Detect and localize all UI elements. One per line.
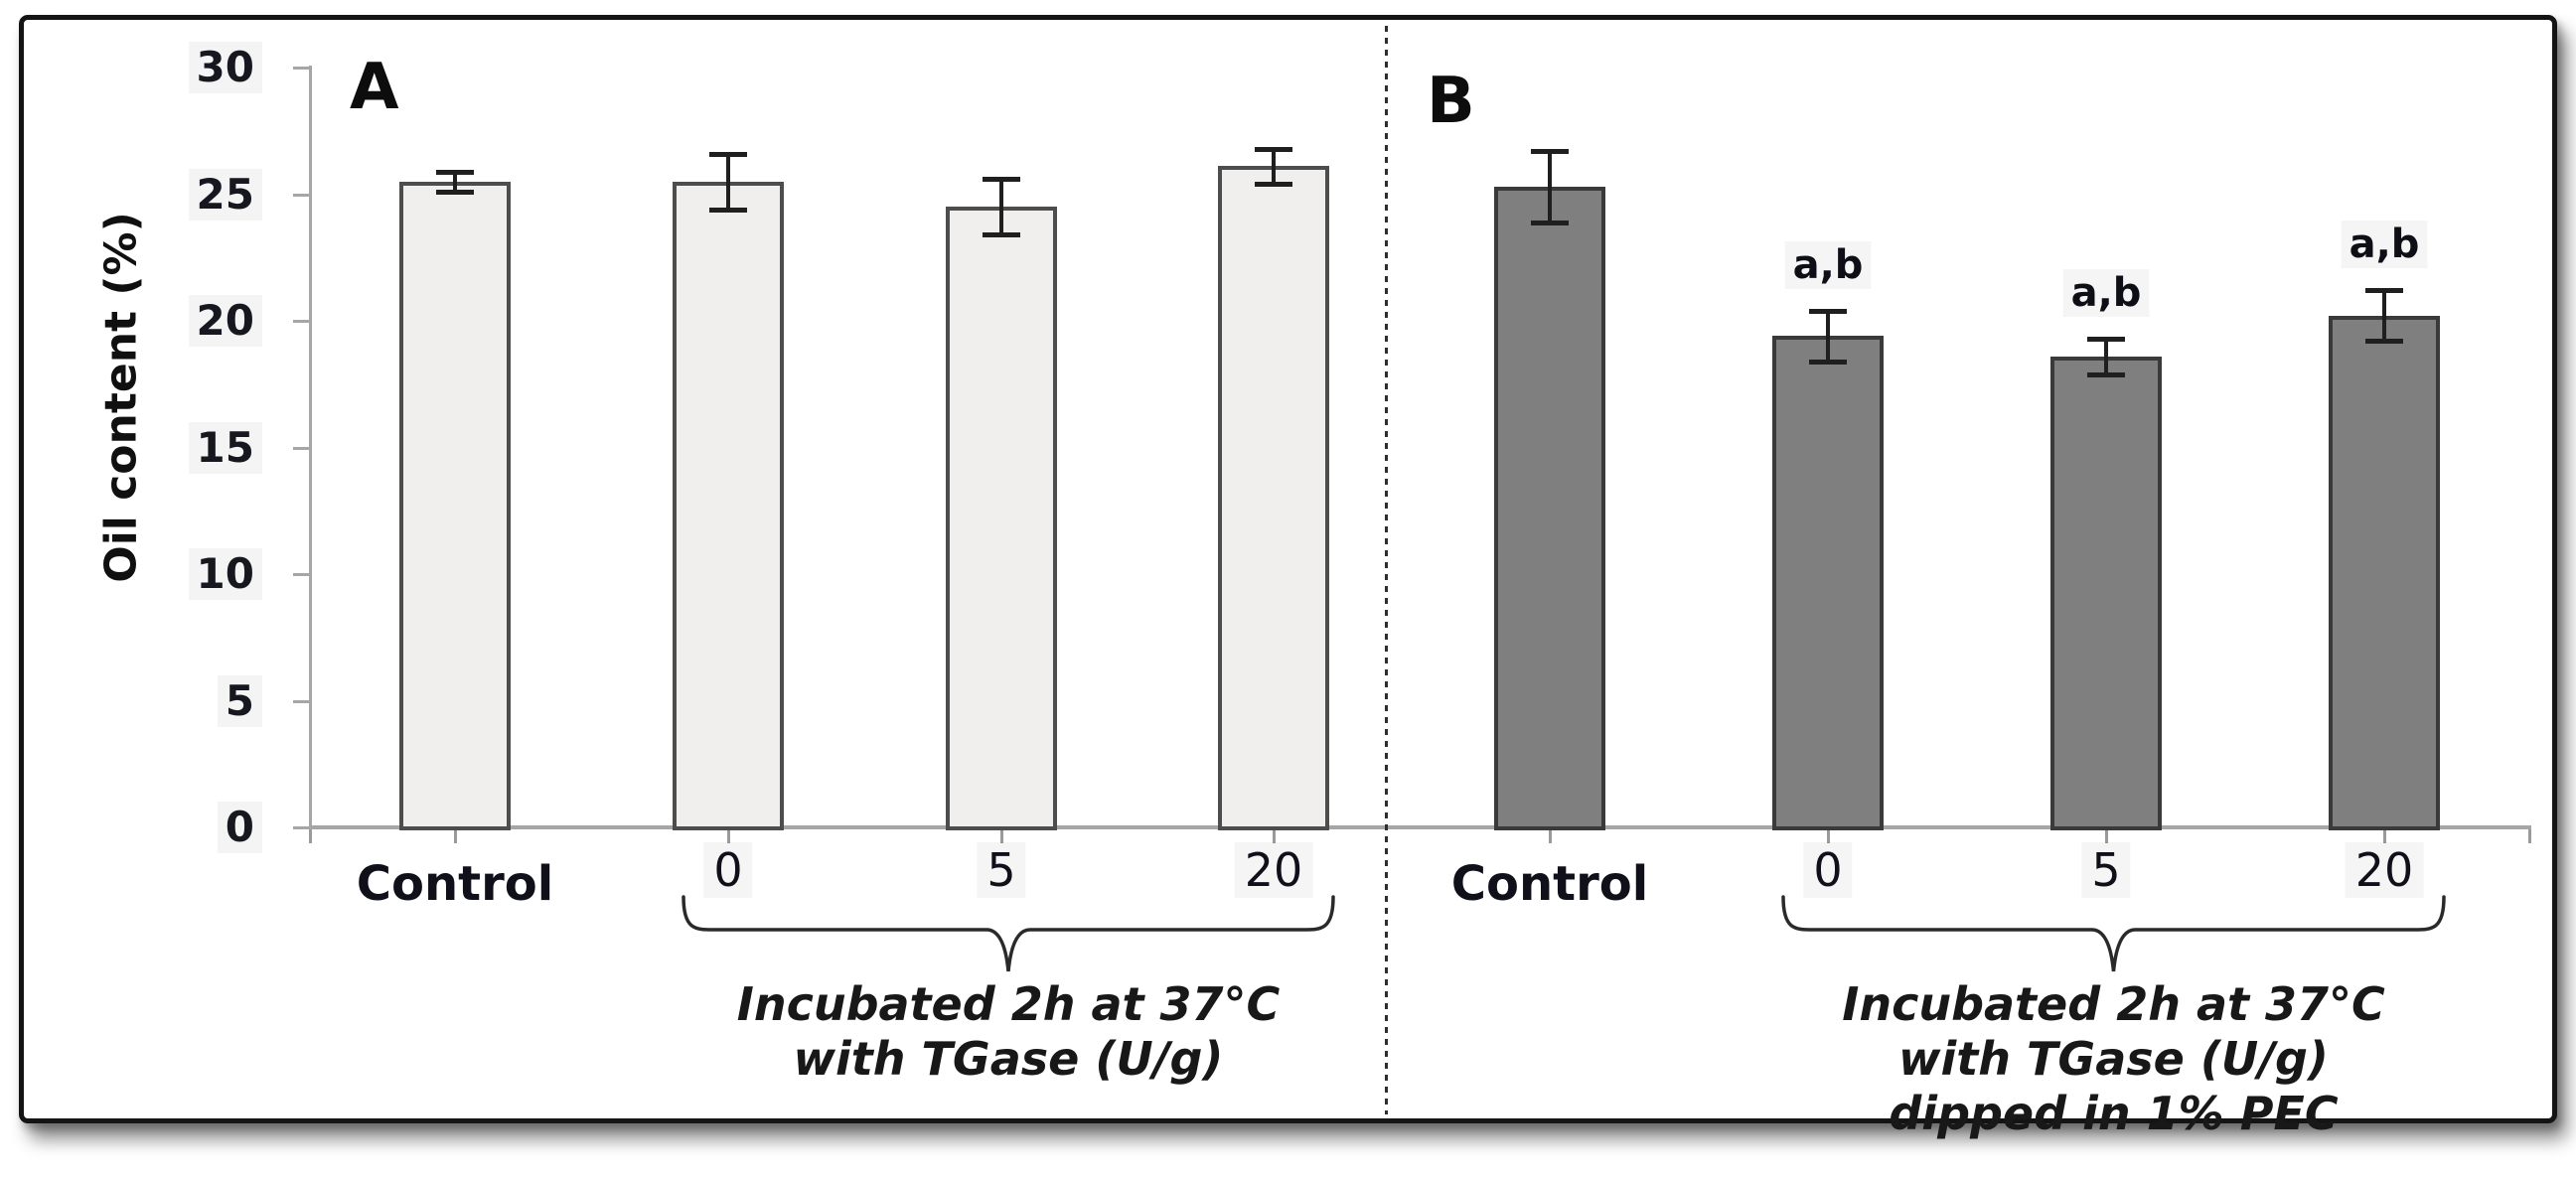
y-tick-label: 15 xyxy=(188,421,262,474)
y-axis-line xyxy=(309,66,312,829)
significance-label: a,b xyxy=(2062,268,2150,317)
x-label-b-20: 20 xyxy=(2345,842,2424,898)
y-tick-label: 30 xyxy=(188,42,262,93)
error-bar-cap-bottom xyxy=(1255,182,1292,188)
bar-a-20 xyxy=(1218,166,1329,830)
bar-a-control xyxy=(399,181,511,830)
y-tick-label: 5 xyxy=(217,674,262,727)
error-bar xyxy=(999,179,1003,235)
error-bar-cap-bottom xyxy=(709,207,747,213)
error-bar-cap-bottom xyxy=(2087,371,2125,377)
bar-a-5 xyxy=(946,207,1057,830)
y-axis-tick xyxy=(293,193,309,197)
x-axis-tick xyxy=(2383,829,2386,843)
error-bar-cap-top xyxy=(436,169,474,175)
x-label-a-0: 0 xyxy=(703,842,753,898)
x-axis-tick xyxy=(1000,829,1003,843)
group-caption-line: with TGase (U/g) xyxy=(793,1032,1224,1086)
bar-b-control xyxy=(1494,186,1605,830)
error-bar xyxy=(1548,151,1552,222)
x-axis-tick xyxy=(1273,829,1276,843)
error-bar xyxy=(453,171,457,192)
error-bar-cap-top xyxy=(1255,146,1292,152)
y-axis-tick xyxy=(293,826,309,829)
group-caption-line: dipped in 1% PEC xyxy=(1889,1087,2339,1140)
error-bar xyxy=(2382,290,2386,342)
panel-divider xyxy=(1385,26,1388,1114)
y-axis-tick xyxy=(293,446,309,450)
group-caption-line: Incubated 2h at 37°C xyxy=(1842,977,2385,1031)
y-axis-tick xyxy=(293,699,309,703)
group-caption-line: Incubated 2h at 37°C xyxy=(736,977,1281,1031)
bar-b-5 xyxy=(2050,356,2162,830)
y-tick-label: 25 xyxy=(188,168,262,221)
y-tick-label: 10 xyxy=(188,548,262,600)
error-bar xyxy=(1826,310,1830,362)
x-axis-tick xyxy=(454,829,457,843)
y-axis-title: Oil content (%) xyxy=(95,212,147,583)
error-bar-cap-top xyxy=(1531,149,1569,155)
x-axis-tick xyxy=(727,829,730,843)
bar-a-0 xyxy=(673,181,784,830)
y-axis-tick xyxy=(293,320,309,323)
x-axis-tick xyxy=(1827,829,1830,843)
error-bar-cap-bottom xyxy=(2365,339,2403,345)
x-label-a-5: 5 xyxy=(977,842,1026,898)
bar-b-0 xyxy=(1772,336,1884,830)
y-axis-tick xyxy=(293,573,309,576)
panel-label-a: A xyxy=(350,51,401,124)
x-label-b-5: 5 xyxy=(2081,842,2131,898)
x-axis-tick xyxy=(1549,829,1552,843)
error-bar-cap-bottom xyxy=(1531,220,1569,225)
error-bar xyxy=(1272,148,1276,185)
error-bar-cap-bottom xyxy=(436,189,474,195)
significance-label: a,b xyxy=(2341,221,2428,269)
y-tick-label: 0 xyxy=(217,802,262,853)
error-bar xyxy=(726,153,730,210)
x-label-b-0: 0 xyxy=(1803,842,1853,898)
error-bar-cap-top xyxy=(709,151,747,157)
y-axis-tick xyxy=(293,67,309,70)
x-label-control-b: Control xyxy=(1450,856,1649,912)
error-bar-cap-top xyxy=(983,177,1020,183)
x-label-control-a: Control xyxy=(356,856,554,912)
error-bar-cap-bottom xyxy=(983,232,1020,238)
error-bar-cap-top xyxy=(2087,336,2125,342)
x-label-a-20: 20 xyxy=(1234,842,1313,898)
x-axis-line xyxy=(309,825,2531,829)
error-bar-cap-top xyxy=(2365,288,2403,294)
error-bar xyxy=(2104,338,2108,374)
x-axis-tick xyxy=(2105,829,2108,843)
x-axis-tick xyxy=(2528,829,2531,843)
error-bar-cap-bottom xyxy=(1809,359,1847,365)
error-bar-cap-top xyxy=(1809,308,1847,314)
significance-label: a,b xyxy=(1784,240,1872,289)
panel-label-b: B xyxy=(1427,65,1477,138)
y-tick-label: 20 xyxy=(188,295,262,347)
x-axis-tick xyxy=(309,829,312,843)
group-caption-line: with TGase (U/g) xyxy=(1898,1032,2329,1086)
bar-b-20 xyxy=(2329,315,2440,830)
